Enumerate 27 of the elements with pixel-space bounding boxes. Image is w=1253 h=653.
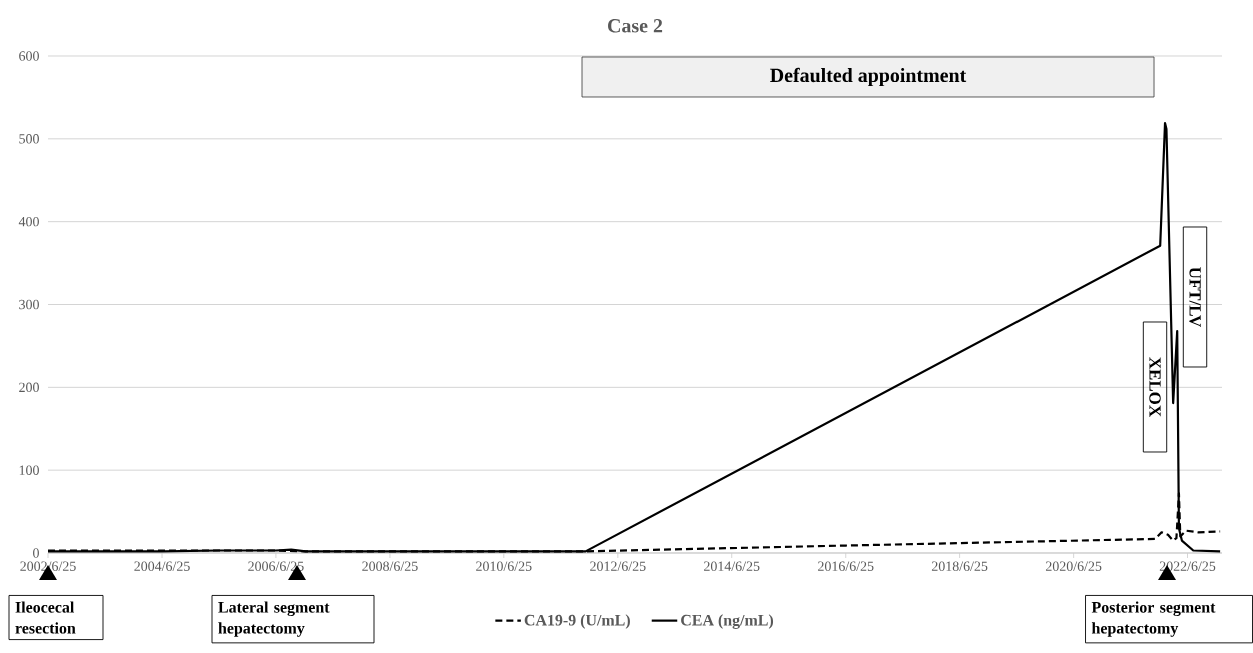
y-tick-label: 200 xyxy=(19,382,39,393)
x-tick-label: 2022/6/25 xyxy=(1159,561,1216,571)
x-tick-label: 2020/6/25 xyxy=(1045,561,1102,571)
y-tick-label: 0 xyxy=(33,548,39,558)
y-tick-label: 500 xyxy=(19,134,39,144)
text: Posterior segment hepatectomy xyxy=(1091,601,1216,637)
x-tick-label: 2004/6/25 xyxy=(134,561,190,571)
x-tick-label: 2010/6/25 xyxy=(476,561,532,571)
x-tick-label: 2008/6/25 xyxy=(362,561,418,571)
legend-label: CA19-9 (U/mL) xyxy=(524,614,630,629)
x-tick-label: 2018/6/25 xyxy=(931,561,988,571)
annotation: XELOX xyxy=(1149,357,1161,417)
y-tick-label: 400 xyxy=(18,216,39,227)
x-tick-label: 2014/6/25 xyxy=(704,561,760,571)
text: Ileocecal resection xyxy=(15,601,76,634)
x-tick-label: 2016/6/25 xyxy=(818,561,874,571)
chart-title: Case 2 xyxy=(608,19,663,33)
legend-label: CEA (ng/mL) xyxy=(681,614,774,629)
x-tick-label: 2012/6/25 xyxy=(590,561,646,571)
y-tick-label: 600 xyxy=(19,51,39,61)
y-tick-label: 100 xyxy=(19,465,39,475)
annotation: Defaulted appointment xyxy=(770,67,967,87)
text: Lateral segment hepatectomy xyxy=(218,601,330,637)
x-tick-label: 2002/6/25 xyxy=(20,561,76,571)
x-tick-label: 2006/6/25 xyxy=(248,561,304,571)
y-tick-label: 300 xyxy=(19,299,39,310)
annotation: UFT/LV xyxy=(1189,267,1201,328)
